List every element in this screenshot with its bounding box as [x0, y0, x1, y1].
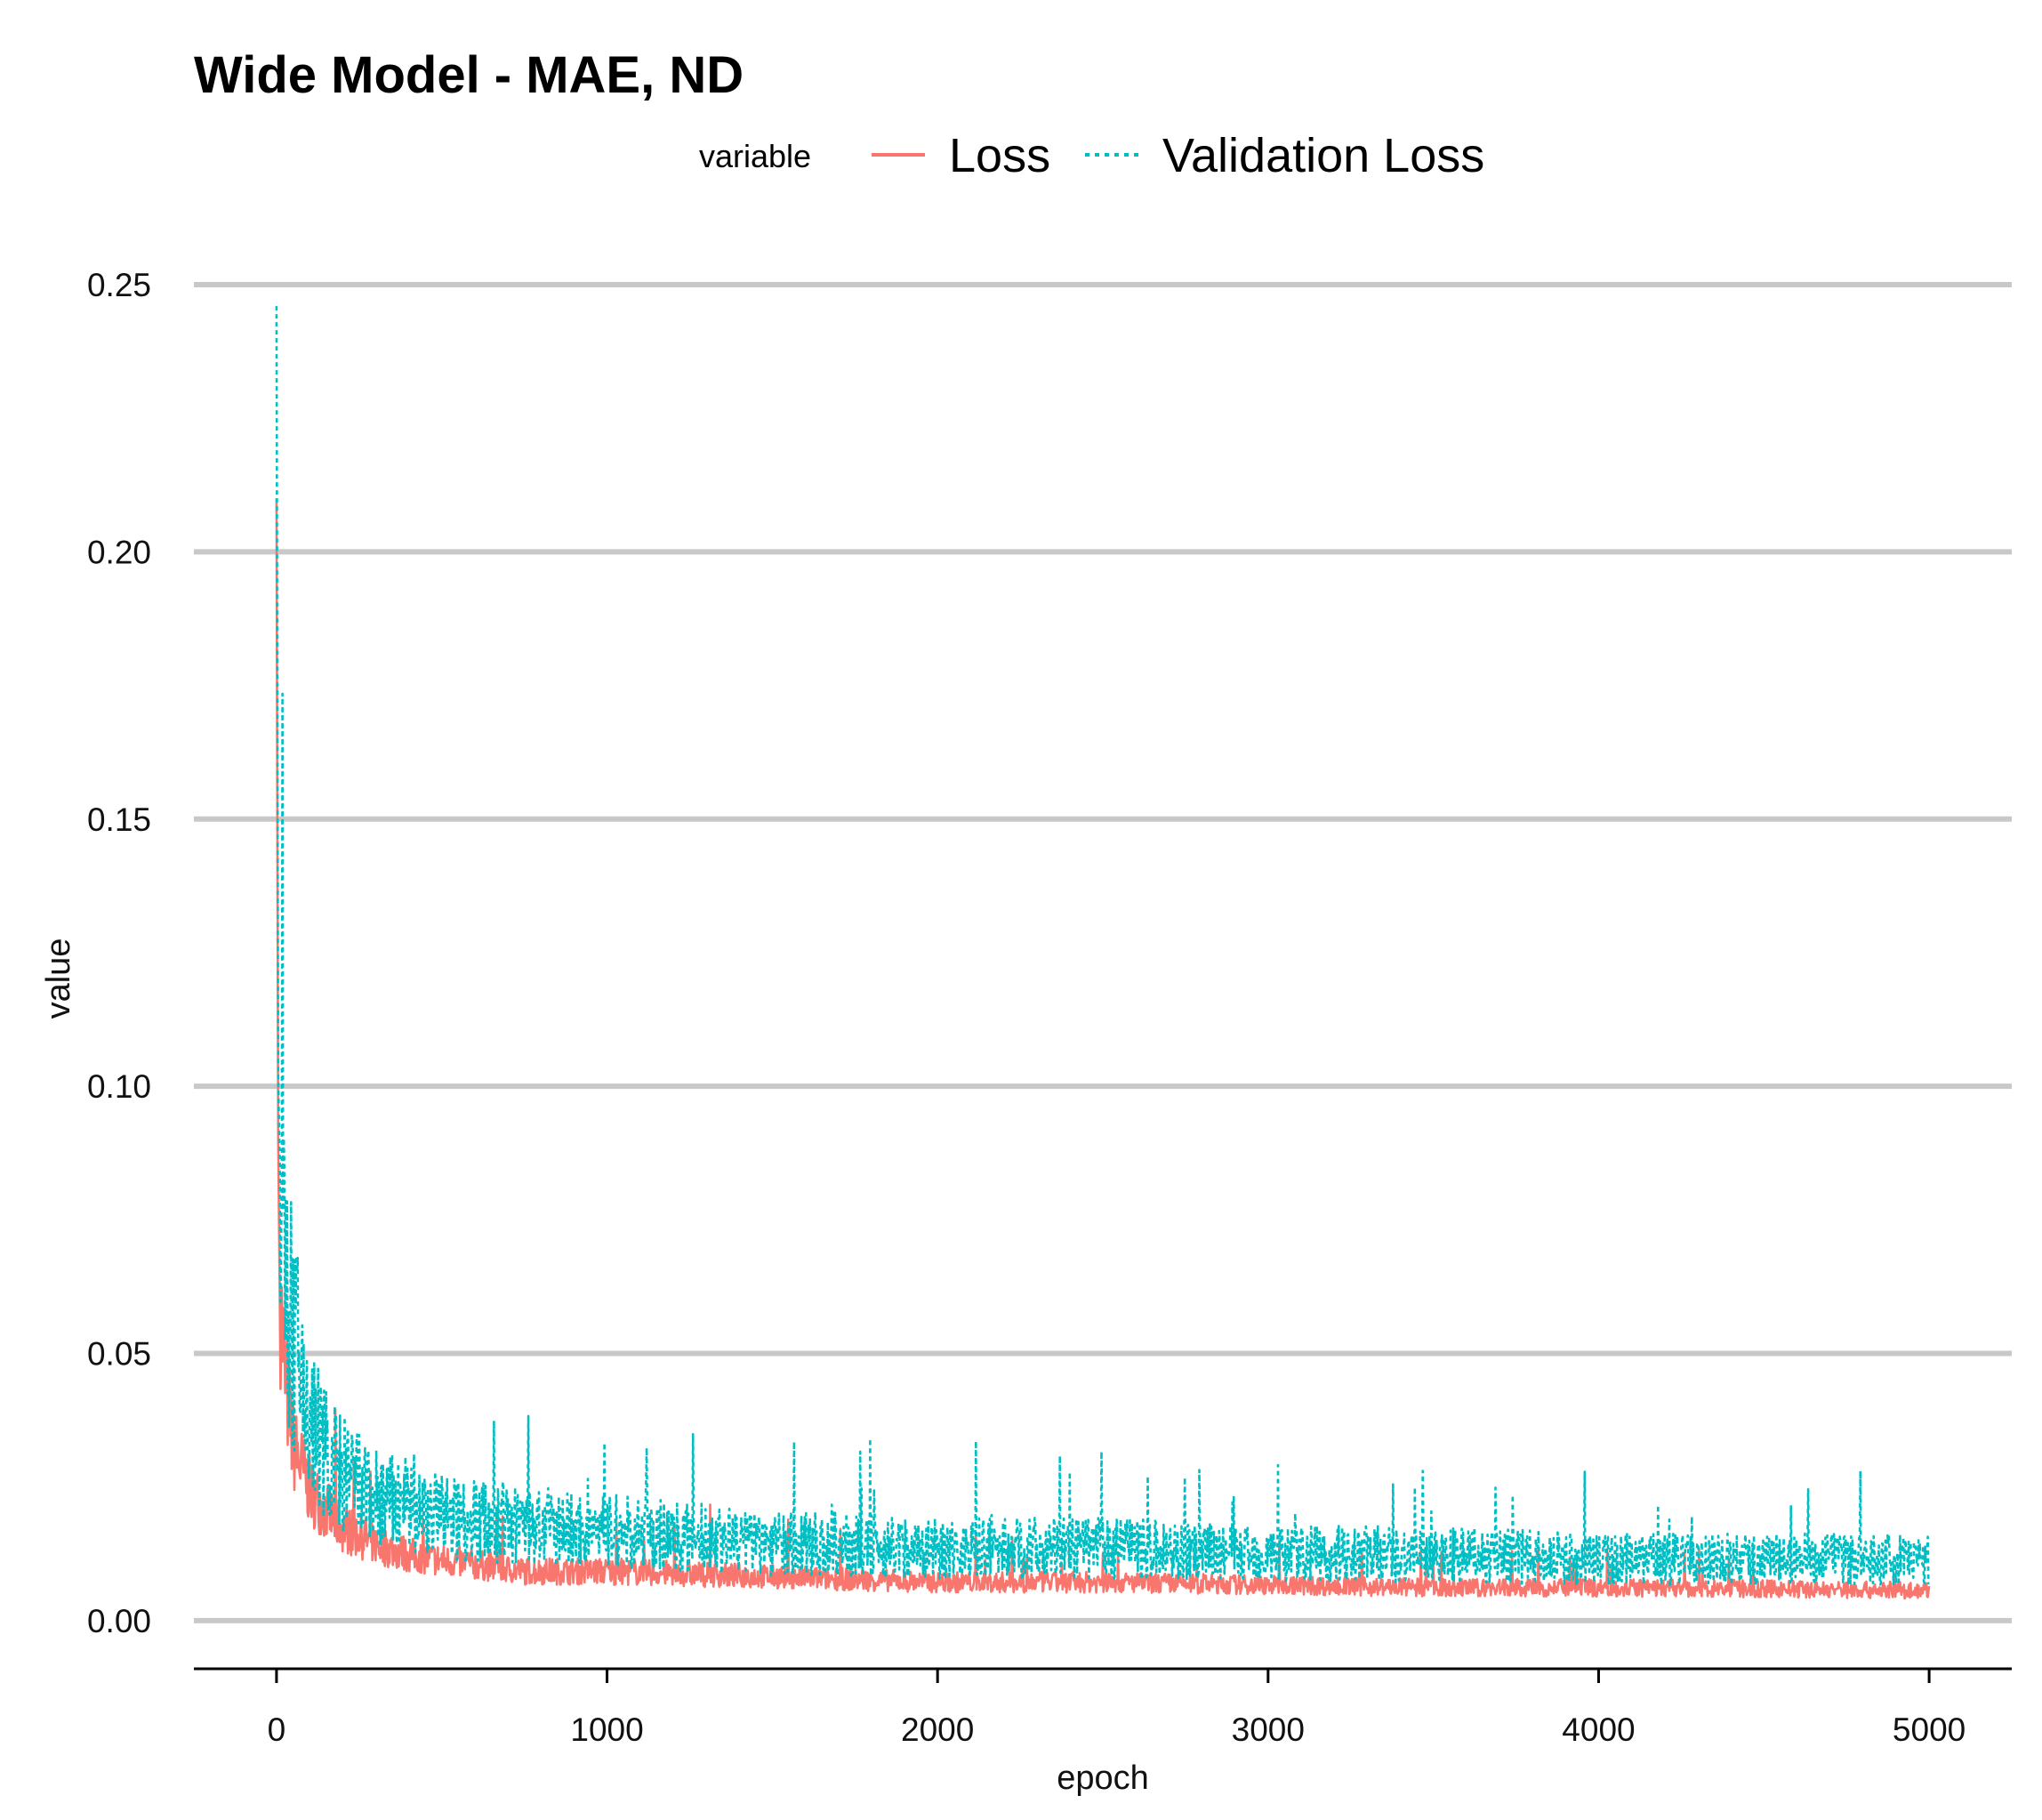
- series-line-loss: [275, 498, 1931, 1600]
- y-tick-label: 0.15: [87, 801, 151, 838]
- chart-title: Wide Model - MAE, ND: [194, 46, 744, 104]
- y-axis-label: value: [40, 938, 77, 1019]
- y-tick-label: 0.25: [87, 267, 151, 303]
- y-axis-tick-labels: 0.00 0.05 0.10 0.15 0.20 0.25: [87, 267, 151, 1639]
- x-tick-label: 1000: [570, 1711, 643, 1748]
- y-tick-label: 0.10: [87, 1068, 151, 1105]
- x-tick-label: 4000: [1562, 1711, 1635, 1748]
- legend: variable Loss Validation Loss: [699, 129, 1484, 182]
- series-layer: [275, 306, 1931, 1600]
- x-tick-label: 5000: [1893, 1711, 1966, 1748]
- gridlines: [194, 282, 2012, 1623]
- series-line-validation-loss: [275, 306, 1930, 1586]
- legend-label-loss: Loss: [949, 129, 1050, 182]
- x-axis-label: epoch: [1057, 1760, 1149, 1797]
- y-tick-label: 0.00: [87, 1603, 151, 1639]
- y-tick-label: 0.20: [87, 534, 151, 570]
- y-tick-label: 0.05: [87, 1336, 151, 1373]
- x-tick-label: 3000: [1232, 1711, 1305, 1748]
- legend-label-validation-loss: Validation Loss: [1162, 129, 1484, 182]
- x-axis: 0 1000 2000 3000 4000 5000: [194, 1667, 2012, 1748]
- x-tick-label: 2000: [901, 1711, 974, 1748]
- legend-title: variable: [699, 138, 811, 174]
- x-tick-label: 0: [268, 1711, 286, 1748]
